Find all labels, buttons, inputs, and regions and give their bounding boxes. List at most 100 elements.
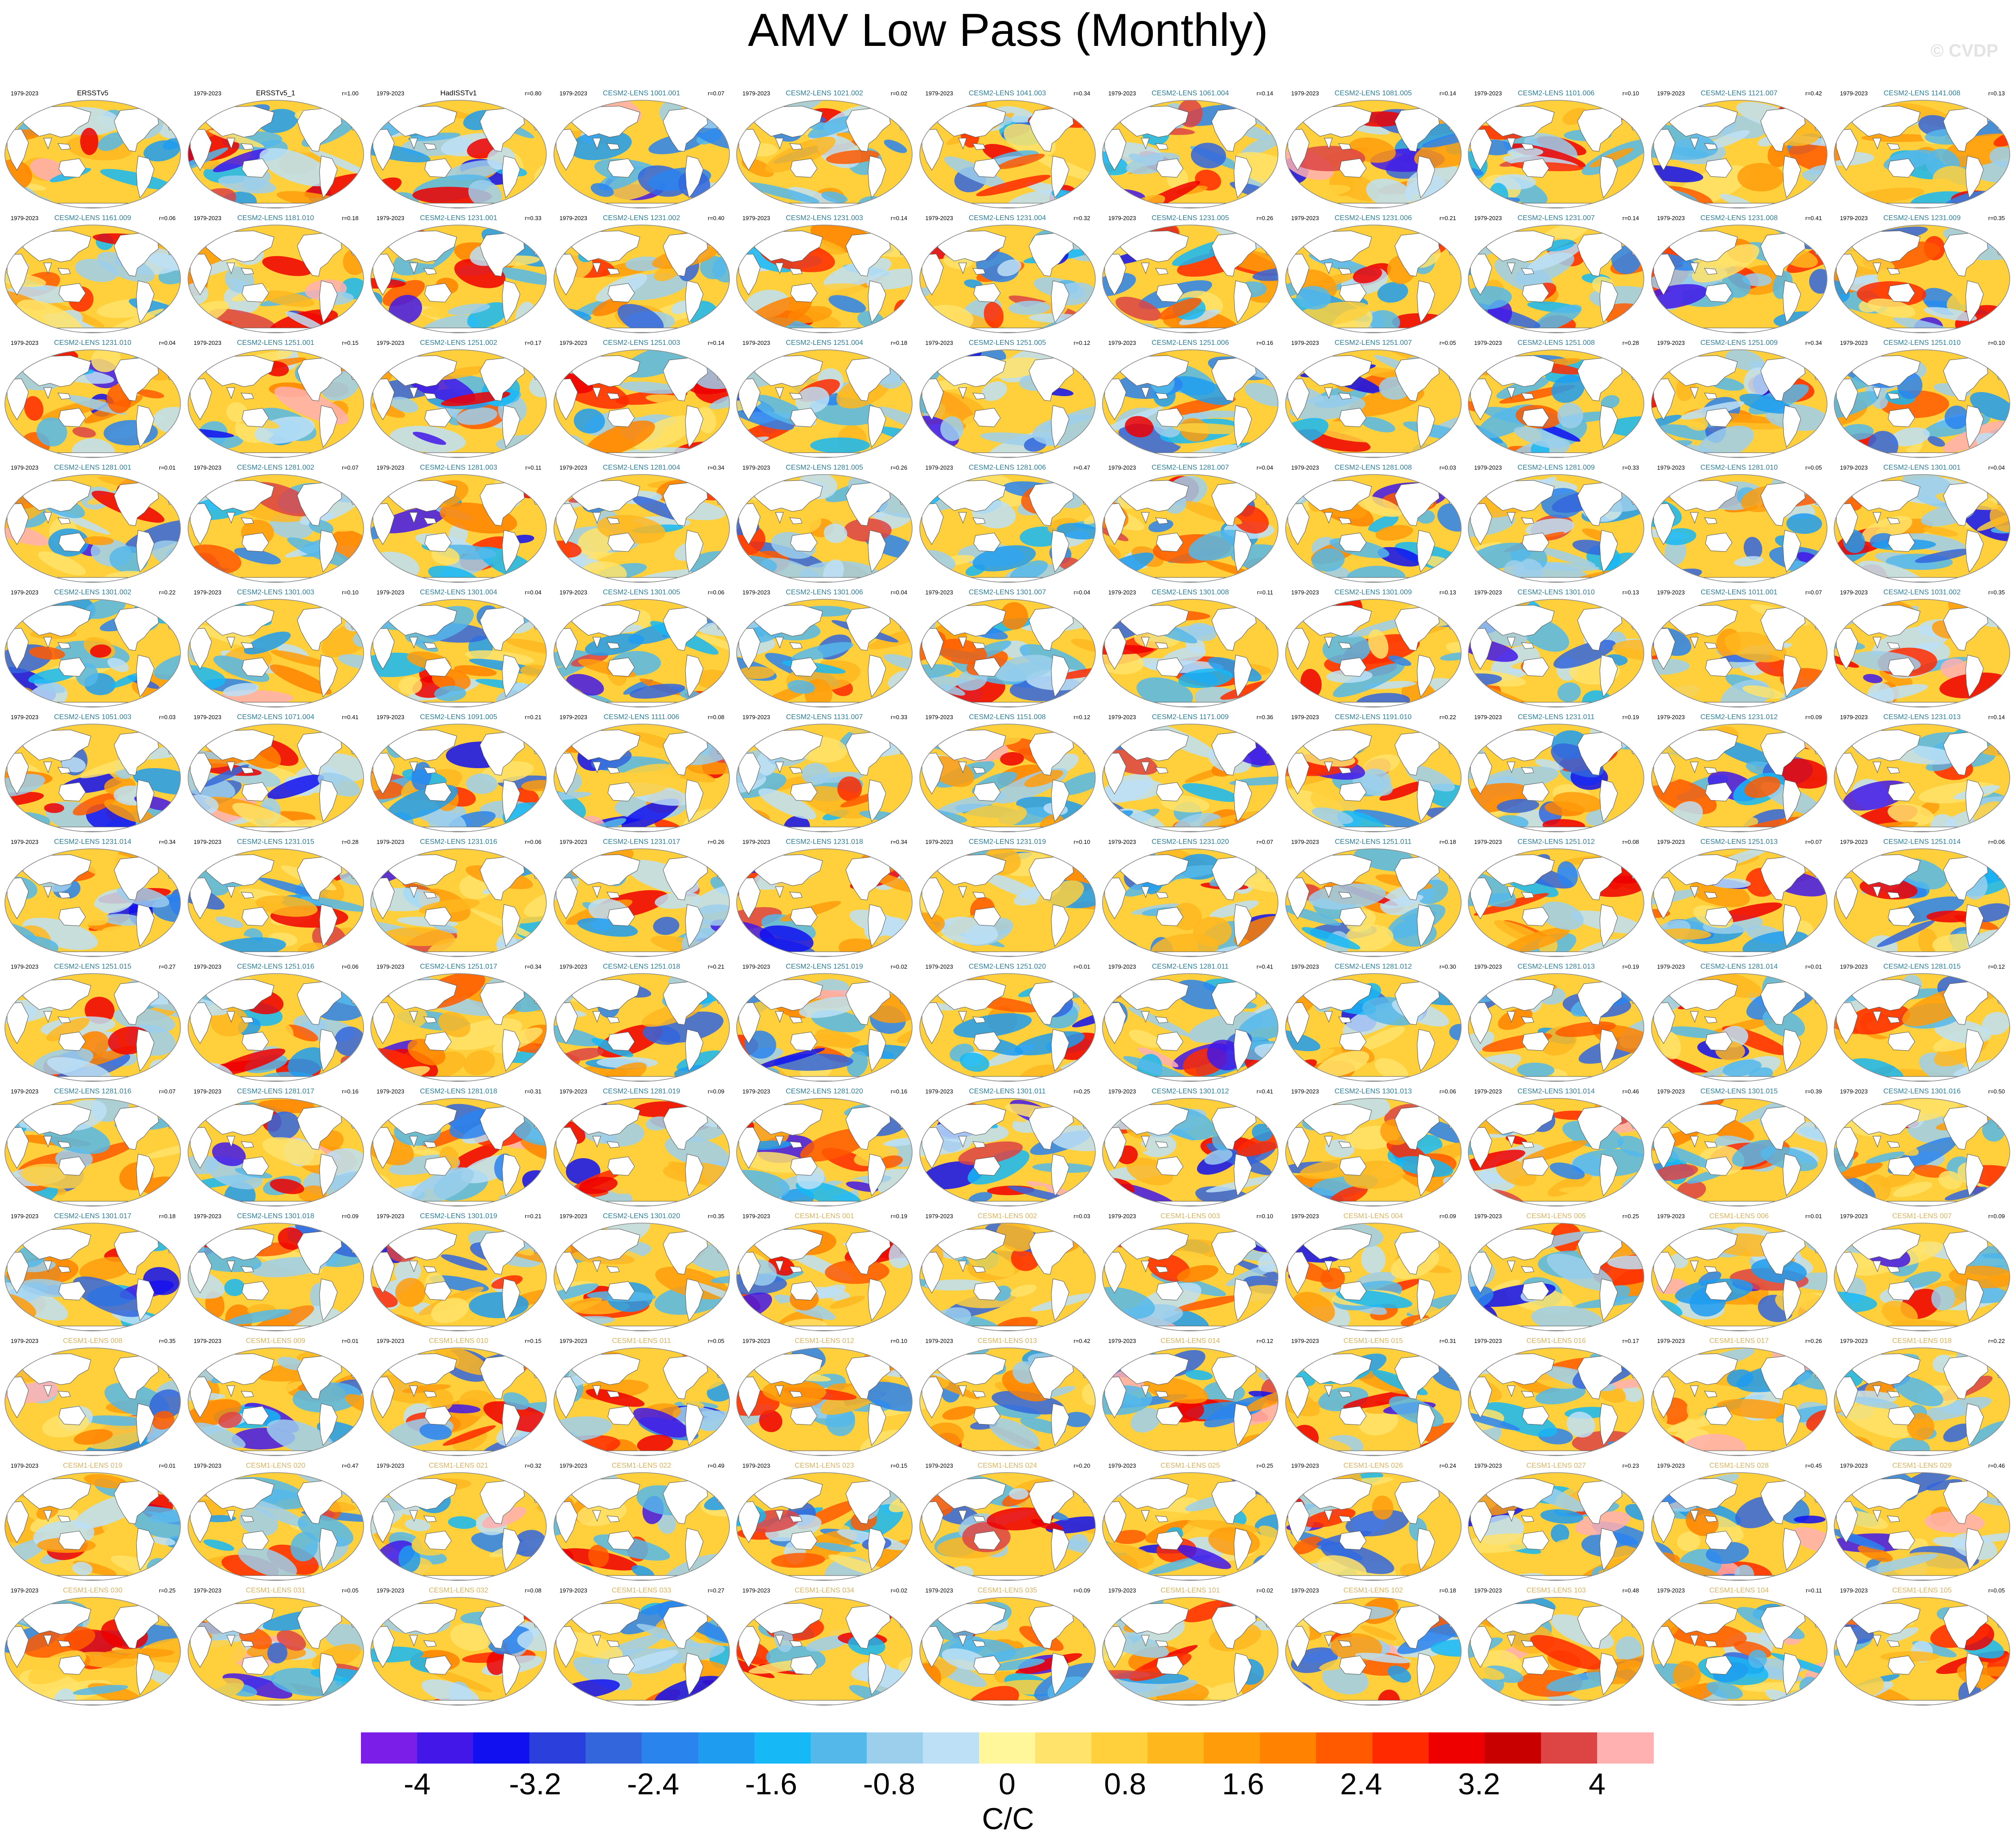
panel-period: 1979-2023 bbox=[1474, 714, 1502, 720]
map-panel: 1979-2023 CESM2-LENS 1231.015 r=0.28 bbox=[187, 838, 365, 959]
sst-map bbox=[1651, 474, 1828, 583]
panel-title: CESM2-LENS 1281.004 bbox=[602, 464, 680, 471]
panel-title: CESM2-LENS 1231.010 bbox=[54, 339, 131, 347]
map-panel: 1979-2023 ERSSTv5 bbox=[4, 89, 182, 211]
map-panel: 1979-2023 CESM2-LENS 1021.002 r=0.02 bbox=[735, 89, 914, 211]
map-panel: 1979-2023 CESM1-LENS 101 r=0.02 bbox=[1101, 1586, 1279, 1708]
panel-period: 1979-2023 bbox=[1474, 589, 1502, 596]
sst-map bbox=[187, 724, 364, 832]
colorbar-swatch bbox=[1541, 1732, 1598, 1764]
panel-period: 1979-2023 bbox=[1474, 839, 1502, 845]
map-panel: 1979-2023 CESM2-LENS 1231.004 r=0.32 bbox=[918, 214, 1097, 336]
sst-map bbox=[4, 1098, 181, 1207]
panel-title: CESM2-LENS 1231.009 bbox=[1883, 214, 1961, 222]
map-panel: 1979-2023 CESM2-LENS 1231.007 r=0.14 bbox=[1467, 214, 1645, 336]
panel-correlation: r=0.18 bbox=[1439, 1587, 1456, 1594]
panel-correlation: r=0.28 bbox=[1622, 340, 1639, 346]
panel-title: CESM2-LENS 1251.010 bbox=[1883, 339, 1961, 347]
panel-period: 1979-2023 bbox=[193, 215, 221, 221]
panel-correlation: r=0.01 bbox=[1074, 963, 1090, 970]
panel-title: CESM2-LENS 1231.012 bbox=[1700, 713, 1778, 721]
panel-correlation: r=0.12 bbox=[1256, 1338, 1273, 1344]
panel-title: CESM1-LENS 020 bbox=[246, 1462, 306, 1469]
map-panel: 1979-2023 CESM2-LENS 1181.010 r=0.18 bbox=[187, 214, 365, 336]
map-panel: 1979-2023 CESM2-LENS 1281.008 r=0.03 bbox=[1284, 463, 1463, 585]
panel-correlation: r=0.09 bbox=[708, 1088, 725, 1095]
panel-title: CESM2-LENS 1251.009 bbox=[1700, 339, 1778, 347]
panel-title: CESM2-LENS 1251.014 bbox=[1883, 838, 1961, 846]
map-panel: 1979-2023 CESM2-LENS 1301.013 r=0.06 bbox=[1284, 1087, 1463, 1209]
map-panel: 1979-2023 CESM1-LENS 009 r=0.01 bbox=[187, 1337, 365, 1458]
panel-title: CESM2-LENS 1231.020 bbox=[1151, 838, 1229, 846]
sst-map bbox=[736, 1098, 913, 1207]
panel-correlation: r=0.31 bbox=[1439, 1338, 1456, 1344]
sst-map bbox=[1834, 100, 2010, 209]
panel-title: CESM2-LENS 1231.019 bbox=[968, 838, 1046, 846]
panel-period: 1979-2023 bbox=[559, 839, 587, 845]
map-panel: 1979-2023 CESM1-LENS 022 r=0.49 bbox=[553, 1461, 731, 1583]
map-panel: 1979-2023 CESM2-LENS 1231.020 r=0.07 bbox=[1101, 838, 1279, 959]
map-panel: 1979-2023 CESM2-LENS 1001.001 r=0.07 bbox=[553, 89, 731, 211]
panel-correlation: r=0.26 bbox=[1256, 215, 1273, 221]
panel-period: 1979-2023 bbox=[925, 839, 953, 845]
panel-title: CESM2-LENS 1151.008 bbox=[969, 713, 1046, 721]
panel-period: 1979-2023 bbox=[925, 589, 953, 596]
panel-period: 1979-2023 bbox=[1840, 1213, 1868, 1220]
sst-map bbox=[1834, 1597, 2010, 1706]
panel-title: CESM2-LENS 1301.019 bbox=[420, 1212, 497, 1220]
sst-map bbox=[1468, 1098, 1644, 1207]
map-panel: 1979-2023 CESM1-LENS 011 r=0.05 bbox=[553, 1337, 731, 1458]
sst-map bbox=[1102, 1597, 1278, 1706]
panel-correlation: r=0.01 bbox=[159, 464, 176, 471]
sst-map bbox=[1285, 724, 1462, 832]
panel-period: 1979-2023 bbox=[11, 1587, 39, 1594]
panel-correlation: r=0.28 bbox=[342, 839, 359, 845]
panel-title: CESM2-LENS 1301.006 bbox=[786, 589, 863, 596]
map-panel: 1979-2023 CESM2-LENS 1051.003 r=0.03 bbox=[4, 713, 182, 835]
sst-map bbox=[553, 1223, 730, 1331]
map-panel: 1979-2023 CESM2-LENS 1281.013 r=0.19 bbox=[1467, 962, 1645, 1084]
panel-period: 1979-2023 bbox=[1291, 839, 1319, 845]
panel-correlation: r=0.04 bbox=[524, 589, 541, 596]
map-panel: 1979-2023 CESM2-LENS 1171.009 r=0.36 bbox=[1101, 713, 1279, 835]
panel-title: CESM1-LENS 029 bbox=[1892, 1462, 1952, 1469]
map-panel: 1979-2023 CESM2-LENS 1111.006 r=0.08 bbox=[553, 713, 731, 835]
map-panel: 1979-2023 CESM2-LENS 1281.001 r=0.01 bbox=[4, 463, 182, 585]
panel-period: 1979-2023 bbox=[1291, 1587, 1319, 1594]
map-panel: 1979-2023 CESM2-LENS 1301.001 r=0.04 bbox=[1833, 463, 2011, 585]
map-panel: 1979-2023 CESM1-LENS 027 r=0.23 bbox=[1467, 1461, 1645, 1583]
panel-correlation: r=0.04 bbox=[1074, 589, 1090, 596]
sst-map bbox=[4, 1472, 181, 1581]
map-panel: 1979-2023 CESM1-LENS 003 r=0.10 bbox=[1101, 1212, 1279, 1334]
map-panel: 1979-2023 CESM2-LENS 1151.008 r=0.12 bbox=[918, 713, 1097, 835]
sst-map bbox=[1102, 349, 1278, 458]
sst-map bbox=[4, 848, 181, 957]
sst-map bbox=[553, 1472, 730, 1581]
sst-map bbox=[736, 599, 913, 708]
panel-title: CESM2-LENS 1191.010 bbox=[1335, 713, 1412, 721]
map-panel: 1979-2023 CESM1-LENS 034 r=0.02 bbox=[735, 1586, 914, 1708]
map-panel: 1979-2023 CESM2-LENS 1281.002 r=0.07 bbox=[187, 463, 365, 585]
map-panel: 1979-2023 CESM2-LENS 1301.014 r=0.46 bbox=[1467, 1087, 1645, 1209]
panel-correlation: r=0.13 bbox=[1988, 90, 2005, 97]
panel-correlation: r=0.11 bbox=[1257, 589, 1273, 596]
panel-period: 1979-2023 bbox=[377, 90, 405, 97]
panel-correlation: r=0.18 bbox=[342, 215, 359, 221]
map-panel: 1979-2023 CESM2-LENS 1251.013 r=0.07 bbox=[1650, 838, 1828, 959]
panel-correlation: r=0.33 bbox=[524, 215, 541, 221]
panel-period: 1979-2023 bbox=[1657, 589, 1685, 596]
sst-map bbox=[4, 599, 181, 708]
map-panel: 1979-2023 CESM2-LENS 1301.007 r=0.04 bbox=[918, 588, 1097, 710]
panel-period: 1979-2023 bbox=[11, 1338, 39, 1344]
sst-map bbox=[1102, 1472, 1278, 1581]
sst-map bbox=[553, 1098, 730, 1207]
map-panel: 1979-2023 CESM2-LENS 1301.012 r=0.41 bbox=[1101, 1087, 1279, 1209]
panel-period: 1979-2023 bbox=[377, 340, 405, 346]
sst-map bbox=[1834, 1223, 2010, 1331]
panel-correlation: r=0.04 bbox=[159, 340, 176, 346]
sst-map bbox=[736, 1223, 913, 1331]
panel-period: 1979-2023 bbox=[1291, 1338, 1319, 1344]
panel-correlation: r=0.27 bbox=[708, 1587, 725, 1594]
panel-period: 1979-2023 bbox=[11, 714, 39, 720]
sst-map bbox=[1468, 474, 1644, 583]
